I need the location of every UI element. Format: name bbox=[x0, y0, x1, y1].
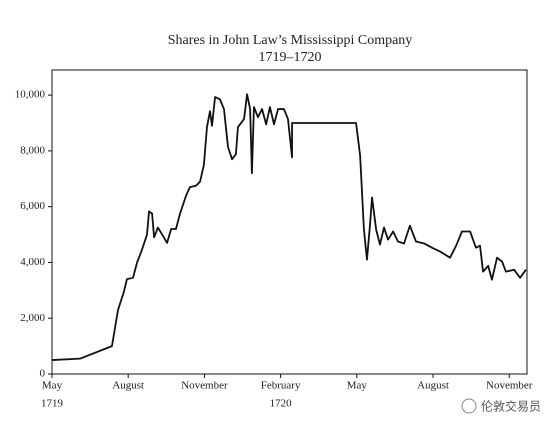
y-tick-label: 6,000 bbox=[20, 200, 45, 212]
x-year-label: 1720 bbox=[270, 398, 293, 410]
y-tick-label: 4,000 bbox=[20, 256, 45, 268]
y-tick-label: 2,000 bbox=[20, 312, 45, 324]
plot-frame bbox=[51, 69, 528, 375]
x-tick-label: November bbox=[181, 380, 228, 392]
y-tick-label: 0 bbox=[40, 368, 46, 380]
line bbox=[51, 93, 527, 361]
chart-title: Shares in John Law’s Mississippi Company bbox=[168, 33, 413, 48]
x-tick-label: November bbox=[486, 380, 533, 392]
x-tick-label: February bbox=[261, 380, 301, 392]
y-tick-label: 8,000 bbox=[20, 144, 45, 156]
x-tick-label: May bbox=[42, 380, 63, 392]
x-year-label: 1719 bbox=[41, 398, 64, 410]
x-tick-label: August bbox=[112, 380, 144, 392]
watermark: 伦敦交易员 bbox=[481, 399, 541, 414]
x-tick-label: August bbox=[417, 380, 449, 392]
watermark-icon bbox=[461, 398, 477, 414]
y-tick-label: 10,000 bbox=[15, 89, 46, 101]
chart-subtitle: 1719–1720 bbox=[259, 50, 322, 65]
x-tick-label: May bbox=[347, 380, 368, 392]
